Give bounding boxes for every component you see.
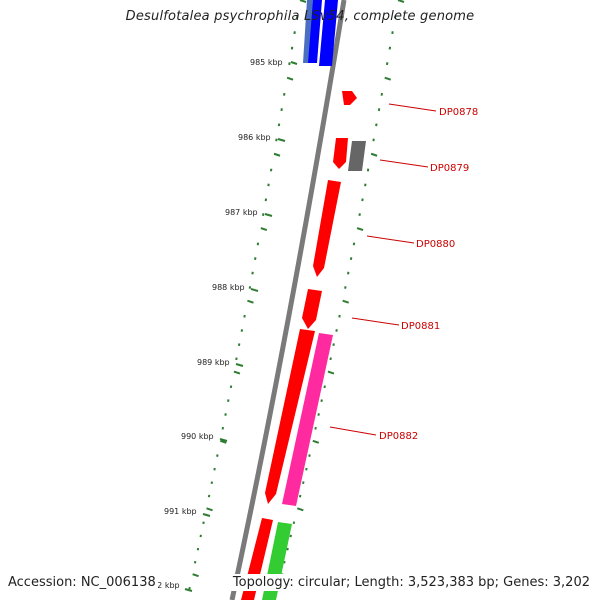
gene-label-dp0880: DP0880: [416, 239, 455, 250]
minor-tick: [299, 0, 307, 3]
minor-tick: [384, 76, 392, 81]
kbp-scale: 985 kbp 986 kbp 987 kbp 988 kbp 989 kbp …: [147, 58, 298, 592]
minor-tick: [327, 370, 335, 375]
gene-feature-blue: [308, 0, 322, 63]
gene-label-dp0878: DP0878: [439, 107, 478, 118]
gene-feature-dp0879: [333, 138, 348, 169]
gene-label-dp0882: DP0882: [379, 431, 418, 442]
genome-backbone: [229, 0, 347, 600]
kbp-tick: [277, 138, 286, 142]
minor-tick: [260, 227, 268, 232]
gene-label-dp0879: DP0879: [430, 163, 469, 174]
minor-tick: [283, 560, 286, 564]
genome-title: Desulfotalea psychrophila LSv54, complet…: [125, 9, 475, 24]
kbp-label: 991 kbp: [164, 507, 197, 516]
kbp-label: 987 kbp: [225, 208, 258, 217]
kbp-tick: [184, 588, 193, 592]
gene-features: [241, 0, 366, 600]
kbp-label: 985 kbp: [250, 58, 283, 67]
minor-tick: [312, 439, 320, 444]
minor-tick: [247, 299, 254, 304]
minor-tick: [356, 227, 364, 232]
kbp-label: 990 kbp: [181, 432, 214, 441]
topology-label: Topology: circular; Length: 3,523,383 bp…: [230, 574, 592, 591]
backbone-group: [229, 0, 347, 600]
gene-feature-dp0882-magenta: [282, 333, 333, 506]
leader-line-dp0882: [329, 426, 377, 436]
leader-line-dp0880: [366, 235, 415, 244]
kbp-label: 992 kbp: [147, 581, 180, 590]
kbp-tick: [219, 438, 228, 442]
minor-tick: [397, 0, 405, 3]
kbp-tick: [250, 288, 259, 292]
minor-tick: [320, 399, 323, 403]
gene-feature-dp0878: [342, 91, 357, 105]
kbp-label: 986 kbp: [238, 133, 271, 142]
minor-tick: [308, 454, 311, 457]
minor-tick: [323, 385, 326, 389]
minor-tick-marks: [188, 0, 405, 590]
minor-tick: [342, 299, 349, 304]
minor-tick: [292, 521, 296, 525]
minor-tick: [314, 426, 317, 430]
label-leader-lines: [329, 103, 437, 436]
minor-tick: [192, 573, 199, 578]
kbp-tick: [264, 213, 273, 217]
gene-label-dp0881: DP0881: [401, 321, 440, 332]
kbp-tick: [290, 61, 298, 65]
leader-line-dp0878: [388, 103, 437, 112]
leader-line-dp0879: [379, 159, 429, 168]
kbp-label: 988 kbp: [212, 283, 245, 292]
gene-labels: DP0878 DP0879 DP0880 DP0881 DP0882: [379, 107, 478, 442]
minor-tick: [286, 547, 289, 551]
minor-tick: [302, 481, 305, 485]
minor-tick: [317, 413, 320, 416]
minor-tick: [219, 439, 227, 444]
minor-tick: [233, 370, 241, 375]
minor-tick: [296, 507, 304, 512]
minor-tick: [273, 152, 281, 157]
gene-feature-dp0880: [313, 180, 341, 277]
kbp-tick: [235, 363, 244, 367]
kbp-label: 989 kbp: [197, 358, 230, 367]
gene-feature-blue: [319, 0, 338, 66]
minor-tick: [286, 76, 294, 81]
minor-tick: [298, 494, 302, 498]
minor-tick: [289, 534, 292, 538]
gene-feature-gray: [348, 141, 366, 171]
kbp-tick: [202, 513, 211, 517]
gene-feature-dp0882-red: [265, 329, 315, 504]
minor-tick: [370, 152, 378, 157]
minor-tick: [206, 507, 213, 512]
gene-feature-dp0881: [302, 289, 322, 329]
minor-tick: [305, 467, 308, 471]
accession-label: Accession: NC_006138: [6, 574, 158, 591]
leader-line-dp0881: [351, 317, 400, 326]
